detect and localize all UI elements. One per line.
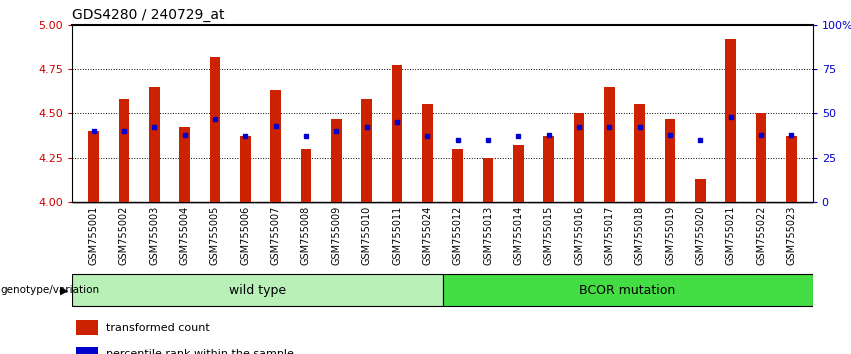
- Bar: [574, 113, 585, 202]
- Text: GSM755009: GSM755009: [331, 205, 341, 264]
- Bar: [513, 145, 523, 202]
- Text: GSM755022: GSM755022: [757, 205, 766, 265]
- Text: percentile rank within the sample: percentile rank within the sample: [106, 349, 294, 354]
- Text: ▶: ▶: [60, 285, 68, 295]
- Bar: [695, 179, 705, 202]
- Text: GSM755013: GSM755013: [483, 205, 493, 264]
- Text: GSM755004: GSM755004: [180, 205, 190, 264]
- Bar: [149, 87, 160, 202]
- Text: GSM755018: GSM755018: [635, 205, 645, 264]
- Text: GSM755017: GSM755017: [604, 205, 614, 265]
- Text: GSM755012: GSM755012: [453, 205, 463, 265]
- Text: wild type: wild type: [229, 284, 286, 297]
- FancyBboxPatch shape: [72, 274, 443, 306]
- Bar: [76, 347, 98, 354]
- Text: GSM755014: GSM755014: [513, 205, 523, 264]
- Text: GSM755020: GSM755020: [695, 205, 705, 265]
- Text: GSM755019: GSM755019: [665, 205, 675, 264]
- Text: GSM755010: GSM755010: [362, 205, 372, 264]
- Bar: [635, 104, 645, 202]
- Bar: [483, 158, 494, 202]
- Bar: [209, 57, 220, 202]
- Text: GSM755005: GSM755005: [210, 205, 220, 265]
- Bar: [180, 127, 190, 202]
- Bar: [756, 113, 767, 202]
- Bar: [422, 104, 432, 202]
- Bar: [331, 119, 341, 202]
- Bar: [240, 136, 250, 202]
- Bar: [362, 99, 372, 202]
- Text: transformed count: transformed count: [106, 323, 209, 333]
- Bar: [118, 99, 129, 202]
- Bar: [544, 136, 554, 202]
- Text: GSM755003: GSM755003: [149, 205, 159, 264]
- FancyBboxPatch shape: [443, 274, 813, 306]
- Bar: [665, 119, 676, 202]
- Text: GSM755015: GSM755015: [544, 205, 554, 265]
- Bar: [786, 136, 797, 202]
- Bar: [76, 320, 98, 335]
- Text: GSM755002: GSM755002: [119, 205, 129, 265]
- Text: GSM755007: GSM755007: [271, 205, 281, 265]
- Text: genotype/variation: genotype/variation: [1, 285, 100, 295]
- Text: GSM755011: GSM755011: [392, 205, 402, 264]
- Text: GSM755021: GSM755021: [726, 205, 736, 265]
- Bar: [300, 149, 311, 202]
- Text: BCOR mutation: BCOR mutation: [580, 284, 676, 297]
- Bar: [391, 65, 403, 202]
- Text: GSM755008: GSM755008: [301, 205, 311, 264]
- Bar: [604, 87, 614, 202]
- Text: GSM755006: GSM755006: [240, 205, 250, 264]
- Text: GSM755001: GSM755001: [89, 205, 99, 264]
- Text: GDS4280 / 240729_at: GDS4280 / 240729_at: [72, 8, 225, 22]
- Text: GSM755016: GSM755016: [574, 205, 584, 264]
- Text: GSM755023: GSM755023: [786, 205, 797, 265]
- Text: GSM755024: GSM755024: [422, 205, 432, 265]
- Bar: [271, 90, 281, 202]
- Bar: [453, 149, 463, 202]
- Bar: [89, 131, 99, 202]
- Bar: [725, 39, 736, 202]
